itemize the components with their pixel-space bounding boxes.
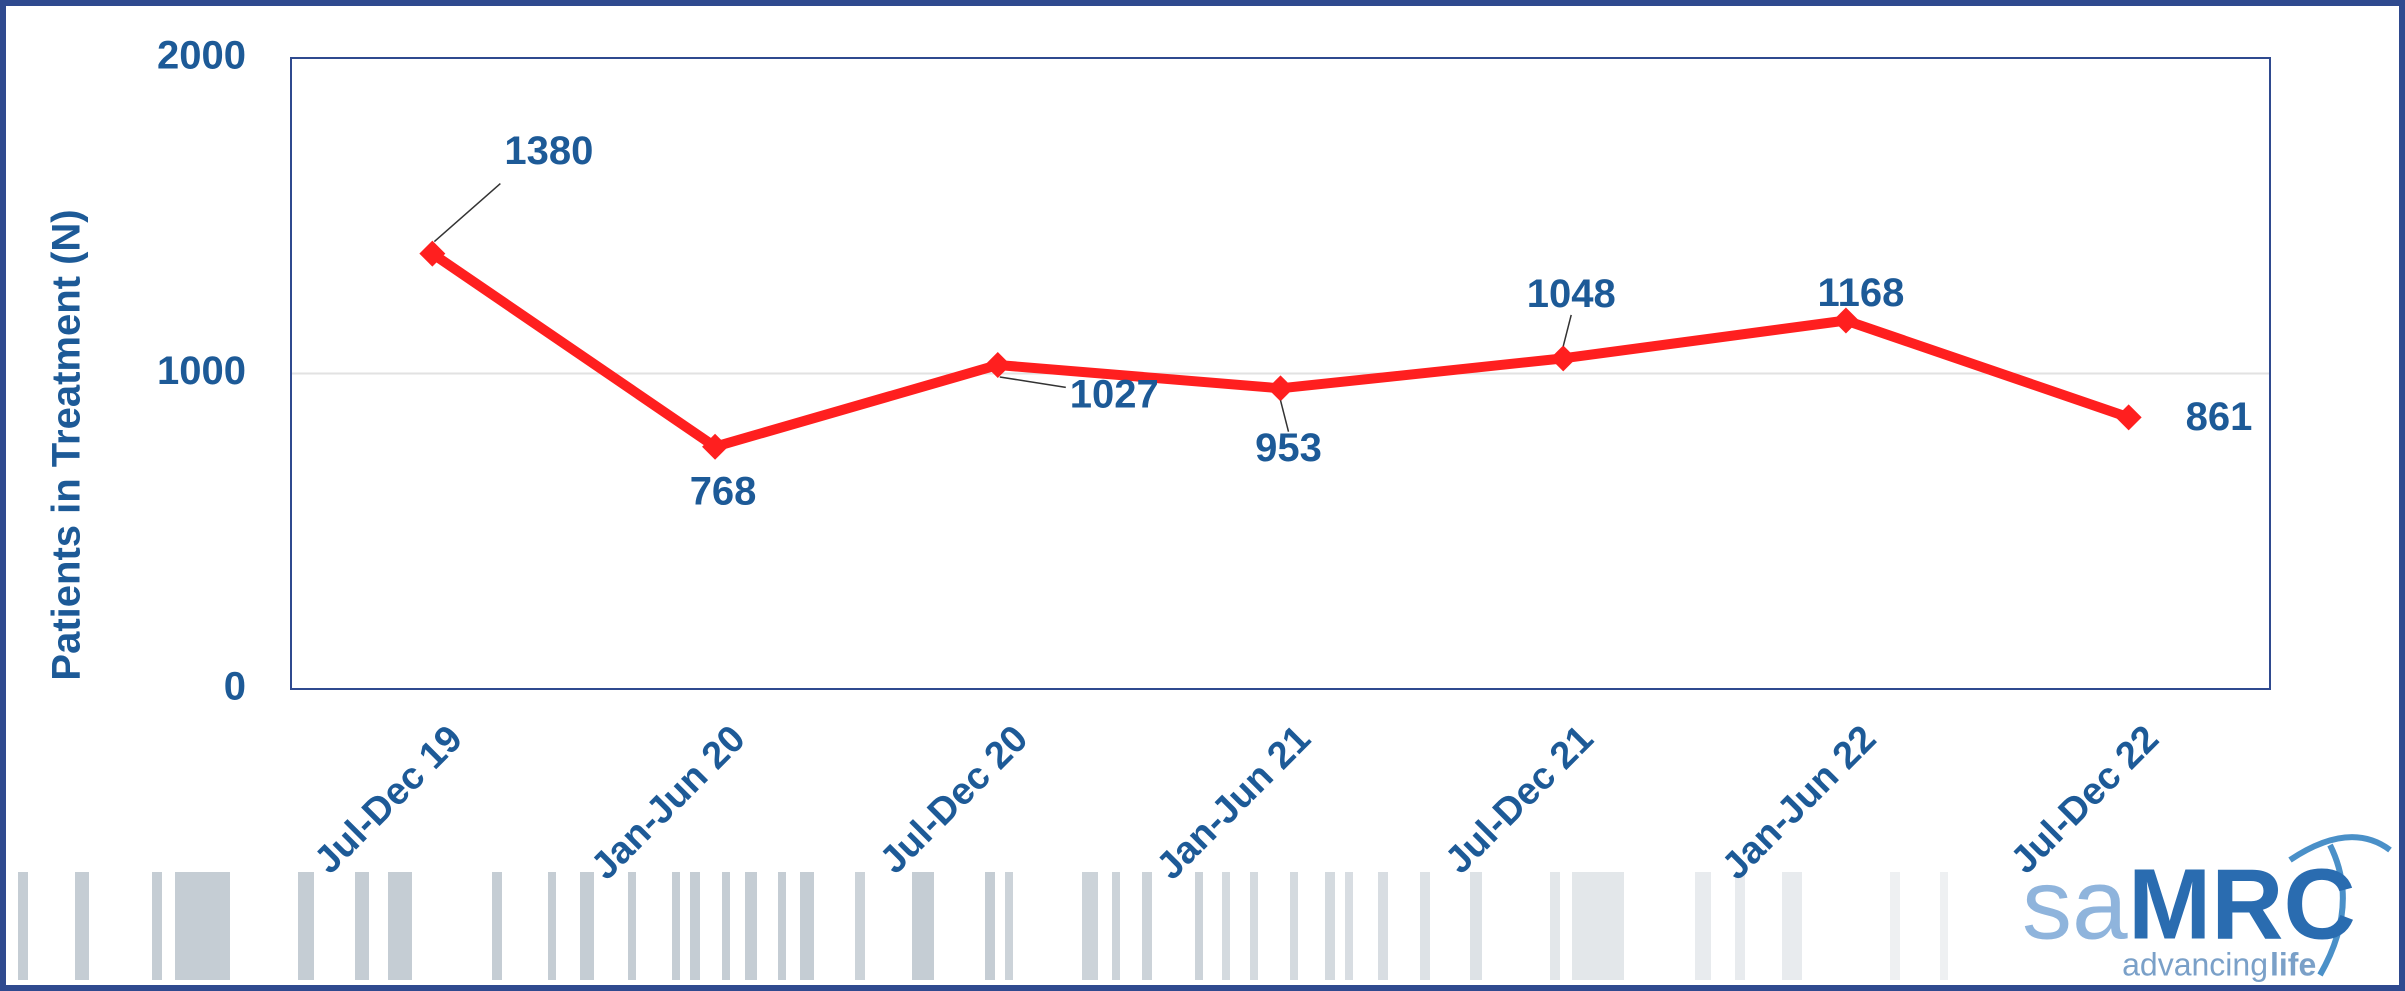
barcode-bar	[1290, 872, 1298, 980]
barcode-bar	[778, 872, 786, 980]
barcode-bar	[388, 872, 412, 980]
barcode-bar	[672, 872, 680, 980]
data-label: 1168	[1818, 271, 1905, 315]
data-label: 1380	[504, 129, 593, 173]
y-axis-label: Patients in Treatment (N)	[45, 209, 89, 680]
barcode-bar	[18, 872, 28, 980]
data-label: 1048	[1527, 272, 1616, 316]
y-tick-label: 1000	[157, 349, 246, 393]
barcode-bar	[722, 872, 730, 980]
barcode-bar	[1420, 872, 1430, 980]
barcode-bar	[1250, 872, 1258, 980]
barcode-bar	[1470, 872, 1482, 980]
logo-tagline-end: life	[2270, 946, 2316, 982]
y-tick-label: 0	[224, 665, 246, 709]
barcode-bar	[1112, 872, 1120, 980]
barcode-bar	[912, 872, 934, 980]
data-label: 768	[690, 469, 757, 513]
barcode-bar	[1345, 872, 1353, 980]
barcode-bar	[1782, 872, 1802, 980]
barcode-bar	[1195, 872, 1203, 980]
barcode-bar	[1572, 872, 1624, 980]
barcode-bar	[1005, 872, 1013, 980]
barcode-bar	[1222, 872, 1230, 980]
chart: Patients in Treatment (N) sa MRC advanci…	[0, 0, 2405, 991]
barcode-bar	[1940, 872, 1948, 980]
data-label: 953	[1255, 426, 1322, 470]
barcode-bar	[1550, 872, 1560, 980]
barcode-bar	[985, 872, 995, 980]
barcode-bar	[580, 872, 594, 980]
barcode-bar	[355, 872, 369, 980]
barcode-bar	[855, 872, 865, 980]
barcode-bar	[1325, 872, 1335, 980]
barcode-bar	[492, 872, 502, 980]
barcode-bar	[745, 872, 757, 980]
y-tick-label: 2000	[157, 34, 246, 78]
barcode-bar	[152, 872, 162, 980]
barcode-bar	[1695, 872, 1711, 980]
barcode-bar	[1890, 872, 1900, 980]
barcode-bar	[1378, 872, 1388, 980]
barcode-bar	[690, 872, 700, 980]
barcode-bar	[1142, 872, 1152, 980]
data-label: 861	[2186, 395, 2253, 439]
barcode-bar	[175, 872, 230, 980]
barcode-bar	[298, 872, 314, 980]
barcode-bar	[1082, 872, 1098, 980]
logo-tagline-start: advancing	[2122, 946, 2268, 982]
barcode-bar	[548, 872, 556, 980]
barcode-bar	[628, 872, 636, 980]
data-label: 1027	[1070, 373, 1159, 417]
logo-name: MRC	[2128, 848, 2356, 960]
barcode-bar	[75, 872, 89, 980]
barcode-bar	[800, 872, 814, 980]
